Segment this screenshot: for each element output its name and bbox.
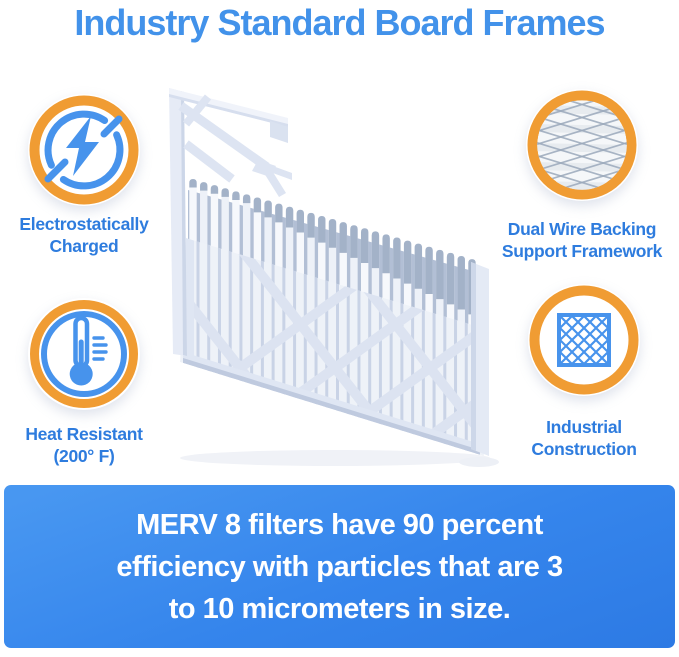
feature-label-line: Industrial [546,417,622,437]
banner-line: to 10 micrometers in size. [168,592,511,625]
feature-label-line: Electrostatically [19,214,149,234]
banner-line: MERV 8 filters have 90 percent [136,508,543,541]
page-title: Industry Standard Board Frames [74,2,605,43]
feature-label-line: Dual Wire Backing [507,219,657,239]
banner-line: efficiency with particles that are 3 [116,550,563,583]
feature-label-electrostatic: Electrostatically Charged [6,213,162,257]
info-banner: MERV 8 filters have 90 percent efficienc… [4,485,675,648]
feature-label-industrial: Industrial Construction [500,416,668,460]
lattice-square-icon [528,284,640,396]
feature-label-line: Support Framework [501,241,663,261]
filter-shadow [180,450,490,466]
grid-pattern [561,317,607,363]
thermometer-icon [28,298,140,410]
lightning-icon [28,94,140,206]
feature-wire-backing: Dual Wire Backing Support Framework [498,89,666,262]
feature-label-line: (200° F) [53,446,115,466]
feature-label-line: Heat Resistant [25,424,143,444]
feature-label-line: Construction [531,439,637,459]
feature-label-wire-backing: Dual Wire Backing Support Framework [498,218,666,262]
feature-label-line: Charged [49,236,119,256]
frame-lattice-strip [178,102,270,171]
air-filter-image [150,60,510,480]
feature-industrial: Industrial Construction [500,284,668,460]
wire-mesh-icon [526,89,638,201]
feature-electrostatic: Electrostatically Charged [6,94,162,257]
feature-heat-resistant: Heat Resistant (200° F) [6,298,162,467]
feature-label-heat-resistant: Heat Resistant (200° F) [6,423,162,467]
